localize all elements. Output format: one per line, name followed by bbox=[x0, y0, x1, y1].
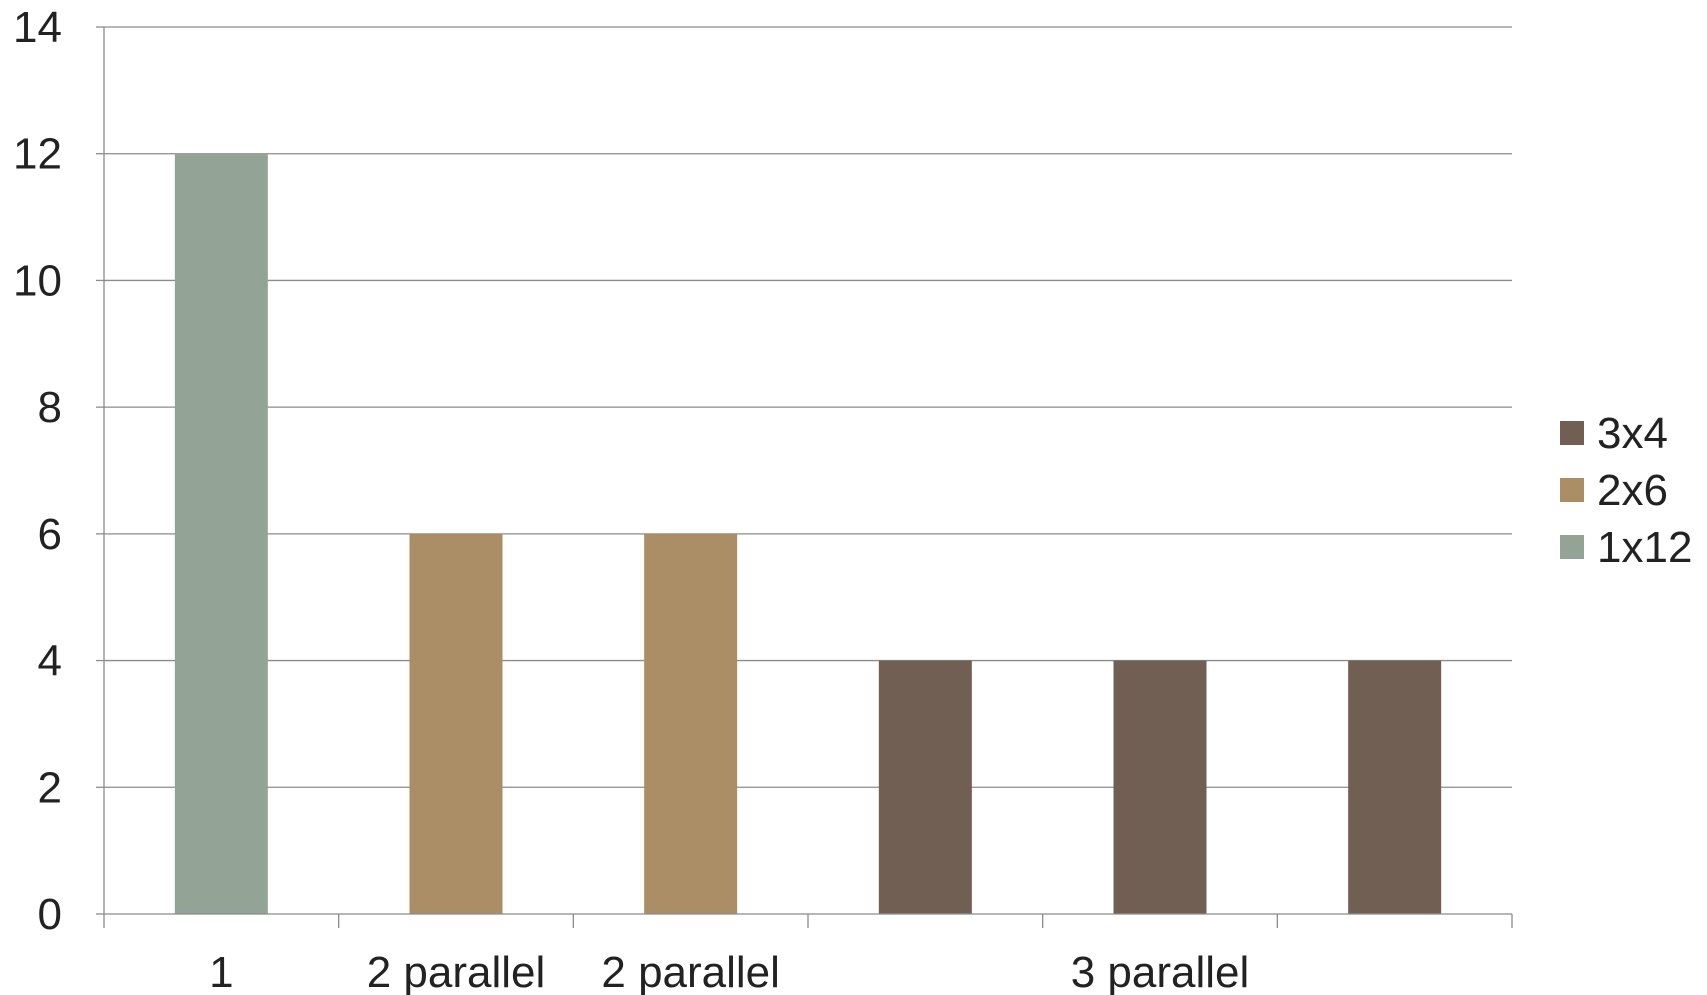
legend-swatch-2x6 bbox=[1560, 478, 1584, 502]
x-category-label: 1 bbox=[209, 948, 233, 995]
bar-3x4-slot-4 bbox=[1113, 660, 1207, 914]
legend-label-2x6: 2x6 bbox=[1597, 466, 1668, 515]
gridlines bbox=[104, 26, 1512, 788]
y-tick-label: 4 bbox=[38, 637, 62, 686]
y-tick-label: 2 bbox=[38, 763, 62, 812]
bar-3x4-slot-3 bbox=[878, 660, 972, 914]
x-category-label: 3 parallel bbox=[1071, 948, 1250, 995]
legend-label-3x4: 3x4 bbox=[1597, 409, 1668, 458]
y-tick-labels: 0 2 4 6 8 10 12 14 bbox=[13, 3, 62, 939]
legend: 3x4 2x6 1x12 bbox=[1560, 409, 1692, 572]
x-category-label: 2 parallel bbox=[601, 948, 780, 995]
bar-1x12-slot-0 bbox=[174, 153, 268, 914]
x-tick-labels: 1 2 parallel 2 parallel 3 parallel bbox=[209, 948, 1249, 995]
legend-swatch-3x4 bbox=[1560, 421, 1584, 445]
y-tick-label: 8 bbox=[38, 383, 62, 432]
bar-3x4-slot-5 bbox=[1348, 660, 1442, 914]
y-tick-label: 10 bbox=[13, 256, 62, 305]
bar-2x6-slot-1 bbox=[409, 533, 503, 914]
legend-label-1x12: 1x12 bbox=[1597, 523, 1692, 572]
y-tick-label: 12 bbox=[13, 130, 62, 179]
axes bbox=[96, 26, 1513, 928]
y-tick-label: 6 bbox=[38, 510, 62, 559]
y-tick-label: 14 bbox=[13, 3, 62, 52]
bar-2x6-slot-2 bbox=[644, 533, 738, 914]
legend-swatch-1x12 bbox=[1560, 535, 1584, 559]
bars bbox=[174, 153, 1442, 914]
x-category-label: 2 parallel bbox=[367, 948, 546, 995]
y-tick-label: 0 bbox=[38, 890, 62, 939]
